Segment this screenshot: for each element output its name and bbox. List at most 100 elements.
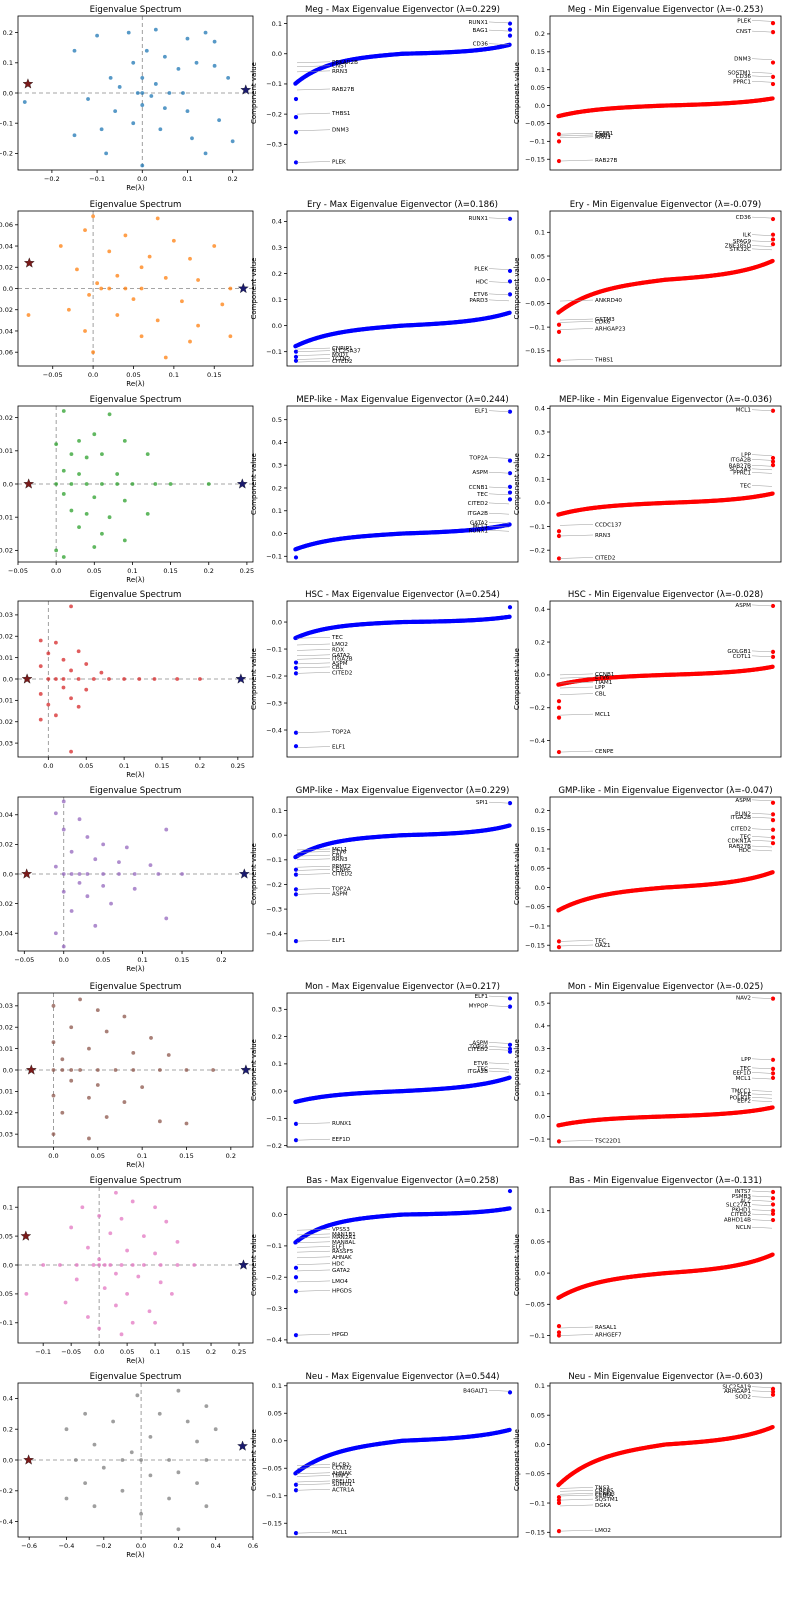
eigenvalue-point <box>113 1068 118 1072</box>
eigenvalue-point <box>153 27 158 32</box>
eigenvalue-point <box>84 511 89 516</box>
gene-label-leader <box>751 816 773 819</box>
eigenvalue-point <box>114 1271 118 1276</box>
eigenvalue-point <box>145 511 150 516</box>
eigenvalue-point <box>54 640 58 645</box>
y-tick-label: 0.1 <box>272 296 282 304</box>
gene-label-leader <box>751 72 773 74</box>
chart-panel-15: GMP-like - Min Eigenvalue Eigenvector (λ… <box>513 786 782 952</box>
gene-label-leader <box>488 299 510 302</box>
eigenvalue-point <box>60 1057 65 1062</box>
component-outlier <box>293 1275 299 1280</box>
eigenvalue-point <box>61 685 66 690</box>
eigenvalue-point <box>228 286 233 291</box>
y-tick-label: 0.1 <box>535 66 545 74</box>
chart-panel-11: HSC - Max Eigenvalue Eigenvector (λ=0.25… <box>250 590 519 758</box>
eigenvalue-point <box>77 472 81 476</box>
eigenvalue-point <box>175 677 180 681</box>
chart-panel-6: Ery - Min Eigenvalue Eigenvector (λ=-0.0… <box>513 200 782 367</box>
eigenvalue-point <box>113 109 118 114</box>
gene-label-leader <box>488 43 510 45</box>
gene-label-leader <box>488 281 510 283</box>
eigenvalue-point <box>123 286 128 291</box>
eigenvalue-point <box>153 482 158 486</box>
gene-label-leader <box>296 161 331 163</box>
component-point <box>507 1075 512 1080</box>
gene-label: HDC <box>332 1262 345 1268</box>
axes-frame <box>286 210 519 367</box>
eigenvalue-point <box>61 555 66 559</box>
y-tick-label: 0.0 <box>535 102 545 110</box>
gene-label-leader <box>488 1042 510 1044</box>
eigenvalue-point <box>69 482 74 486</box>
eigenvalue-point <box>54 548 59 553</box>
gene-label: BAG1 <box>473 28 489 34</box>
y-tick-label: −0.1 <box>266 645 282 653</box>
component-point <box>770 258 775 264</box>
eigenvalue-point <box>97 1213 102 1218</box>
chart-title: Mon - Min Eigenvalue Eigenvector (λ=-0.0… <box>568 982 764 992</box>
chart-title: MEP-like - Min Eigenvalue Eigenvector (λ… <box>559 395 772 405</box>
component-outlier <box>770 462 776 468</box>
gene-label: RRN3 <box>595 533 611 539</box>
eigenvalue-point <box>175 1239 180 1244</box>
gene-label: CENPE <box>595 749 614 755</box>
eigenvalue-point <box>61 409 66 413</box>
x-tick-label: 0.1 <box>137 956 147 964</box>
y-tick-label: 0.05 <box>531 252 545 260</box>
component-outlier <box>507 458 513 463</box>
y-tick-label: 0.1 <box>535 229 545 237</box>
axes-frame <box>549 15 782 171</box>
component-point <box>507 614 512 619</box>
gene-label: GNB1 <box>595 133 611 139</box>
eigenvalue-point <box>107 515 112 520</box>
component-outlier <box>770 232 776 237</box>
y-tick-label: −0.01 <box>0 513 13 521</box>
y-tick-label: −0.4 <box>529 737 545 745</box>
y-tick-label: −0.1 <box>266 856 282 864</box>
component-outlier <box>556 1324 562 1329</box>
eigenvalue-point <box>83 329 87 333</box>
eigenvalue-point <box>176 66 181 71</box>
gene-label-leader <box>751 472 773 474</box>
gene-label-leader <box>296 1122 331 1125</box>
gene-label: ELF1 <box>475 994 489 1000</box>
gene-label-leader <box>296 347 331 350</box>
gene-label-leader <box>488 217 510 220</box>
gene-label: CDK6 <box>595 319 611 325</box>
y-tick-label: 0.01 <box>0 447 13 455</box>
gene-label-leader <box>296 654 331 657</box>
y-tick-label: −0.06 <box>0 348 13 356</box>
chart-title: GMP-like - Max Eigenvalue Eigenvector (λ… <box>296 786 510 796</box>
gene-label: PARD3 <box>469 298 488 304</box>
gene-label: MCL1 <box>736 1076 752 1082</box>
gene-label: CNST <box>332 64 348 70</box>
eigenvalue-point <box>100 482 104 486</box>
eigenvalue-point <box>198 677 202 681</box>
y-tick-label: 0.02 <box>0 633 13 641</box>
y-tick-label: −0.05 <box>525 903 545 911</box>
eigenvalue-point <box>100 531 104 536</box>
y-tick-label: 0.3 <box>535 1045 545 1053</box>
eigenvalue-point <box>185 36 190 41</box>
eigenvalue-point <box>147 254 152 259</box>
component-outlier <box>556 322 562 327</box>
x-tick-label: −0.05 <box>14 956 34 964</box>
eigenvalue-point <box>163 355 168 360</box>
gene-label-leader <box>488 995 510 998</box>
y-tick-label: 0.05 <box>531 84 545 92</box>
gene-label-leader <box>559 1334 594 1336</box>
gene-label-leader <box>296 88 331 91</box>
eigenvalue-point <box>157 1119 162 1124</box>
eigenvalue-point <box>91 214 95 219</box>
gene-label-leader <box>751 1100 773 1102</box>
gene-label: GATA2 <box>332 1268 350 1274</box>
y-tick-label: −0.2 <box>266 881 282 889</box>
component-outlier <box>770 30 776 35</box>
gene-label-leader <box>559 673 594 676</box>
eigenvalue-point <box>153 82 158 86</box>
eigenvalue-point <box>184 1068 189 1072</box>
eigenvalue-point <box>51 1093 56 1098</box>
gene-label-leader <box>488 486 510 489</box>
gene-label: RRN3 <box>595 135 611 141</box>
